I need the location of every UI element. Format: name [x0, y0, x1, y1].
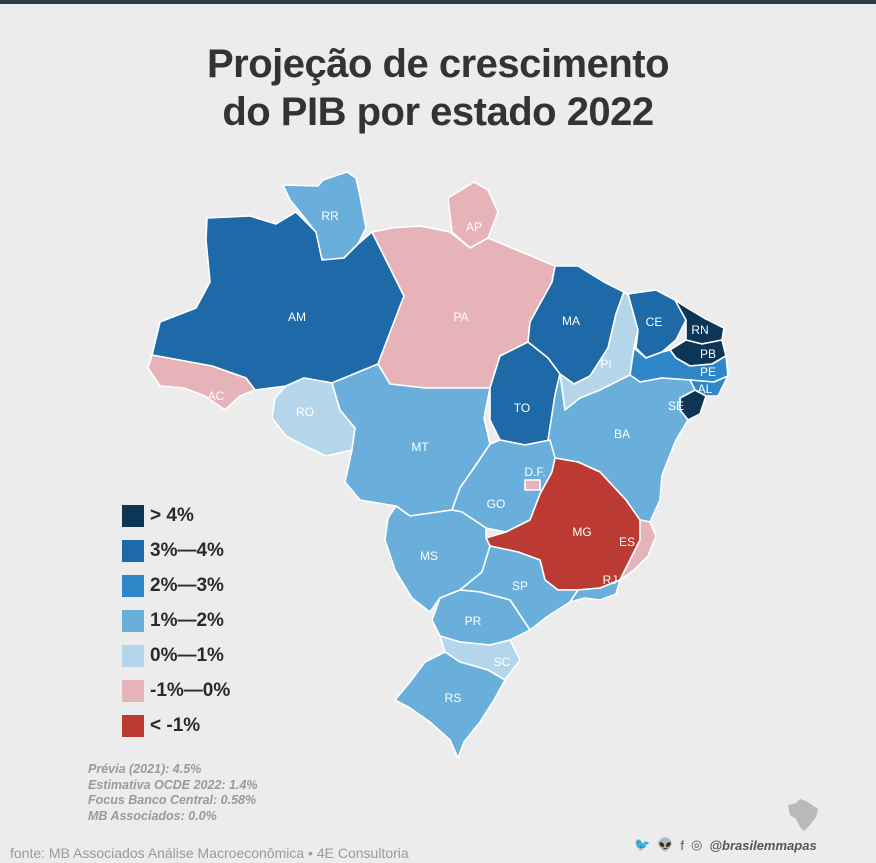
- legend-swatch: [122, 644, 144, 667]
- label-RN: RN: [691, 323, 708, 337]
- label-MA: MA: [562, 314, 580, 328]
- forecast-notes: Prévia (2021): 4.5% Estimativa OCDE 2022…: [88, 762, 258, 824]
- legend-swatch: [122, 679, 144, 702]
- label-DF: D.F.: [524, 465, 545, 479]
- label-SE: SE: [668, 399, 684, 413]
- label-PI: PI: [600, 357, 611, 371]
- legend-swatch: [122, 574, 144, 597]
- state-AP: [447, 181, 499, 249]
- label-RS: RS: [445, 691, 462, 705]
- label-PR: PR: [465, 614, 482, 628]
- facebook-icon[interactable]: f: [680, 837, 684, 853]
- legend-label: -1%—0%: [150, 679, 231, 701]
- legend-label: 1%—2%: [150, 609, 224, 631]
- label-PB: PB: [700, 347, 716, 361]
- legend: > 4% 3%—4% 2%—3% 1%—2% 0%—1% -1%—0% < -1…: [122, 498, 230, 743]
- label-ES: ES: [619, 535, 635, 549]
- legend-label: 3%—4%: [150, 539, 224, 561]
- label-BA: BA: [614, 427, 630, 441]
- note-mb: MB Associados: 0.0%: [88, 808, 217, 823]
- note-previa: Prévia (2021): 4.5%: [88, 762, 202, 776]
- state-ES: [619, 519, 657, 581]
- state-AC: [147, 354, 256, 411]
- instagram-icon[interactable]: ◎: [691, 837, 703, 852]
- label-GO: GO: [487, 497, 506, 511]
- legend-label: < -1%: [150, 714, 201, 736]
- state-RJ: [569, 579, 621, 603]
- state-DF: [524, 479, 541, 491]
- label-MG: MG: [572, 525, 591, 539]
- legend-swatch: [122, 539, 144, 562]
- social-handle[interactable]: @brasilemmapas: [709, 837, 817, 853]
- legend-item-0-1: 0%—1%: [122, 638, 230, 673]
- state-RS: [394, 651, 506, 759]
- label-AC: AC: [208, 389, 225, 403]
- legend-swatch: [122, 609, 144, 632]
- label-CE: CE: [646, 315, 663, 329]
- legend-item-2-3: 2%—3%: [122, 568, 230, 603]
- legend-item-neg1-0: -1%—0%: [122, 673, 230, 708]
- label-RJ: RJ: [603, 573, 618, 587]
- legend-item-3-4: 3%—4%: [122, 533, 230, 568]
- label-MS: MS: [420, 549, 438, 563]
- label-PE: PE: [700, 365, 716, 379]
- title-line-1: Projeção de crescimento: [206, 42, 670, 86]
- social-links: 🐦 👽 f ◎ @brasilemmapas: [634, 837, 824, 853]
- label-SC: SC: [494, 655, 511, 669]
- brazil-logo-icon: [788, 799, 818, 831]
- note-focus: Focus Banco Central: 0.58%: [88, 793, 257, 807]
- note-ocde: Estimativa OCDE 2022: 1.4%: [88, 777, 258, 792]
- legend-label: > 4%: [150, 504, 194, 526]
- twitter-icon[interactable]: 🐦: [634, 837, 651, 852]
- legend-label: 2%—3%: [150, 574, 224, 596]
- title-line-2: do PIB por estado 2022: [222, 90, 654, 134]
- reddit-icon[interactable]: 👽: [657, 837, 674, 852]
- source-text: fonte: MB Associados Análise Macroeconôm…: [10, 845, 409, 861]
- label-MT: MT: [411, 440, 429, 454]
- label-AL: AL: [698, 382, 713, 396]
- label-RR: RR: [321, 209, 339, 223]
- map-title: Projeção de crescimento do PIB por estad…: [0, 40, 876, 136]
- legend-item-1-2: 1%—2%: [122, 603, 230, 638]
- legend-label: 0%—1%: [150, 644, 224, 666]
- label-TO: TO: [514, 401, 530, 415]
- label-PA: PA: [453, 310, 468, 324]
- label-AM: AM: [288, 310, 306, 324]
- label-AP: AP: [466, 220, 482, 234]
- legend-swatch: [122, 714, 144, 737]
- legend-item-lt-neg1: < -1%: [122, 708, 230, 743]
- legend-item-gt4: > 4%: [122, 498, 230, 533]
- top-border: [0, 0, 876, 4]
- label-SP: SP: [512, 579, 528, 593]
- legend-swatch: [122, 504, 144, 527]
- label-RO: RO: [296, 405, 314, 419]
- state-RO: [271, 377, 356, 457]
- state-CE: [627, 289, 687, 359]
